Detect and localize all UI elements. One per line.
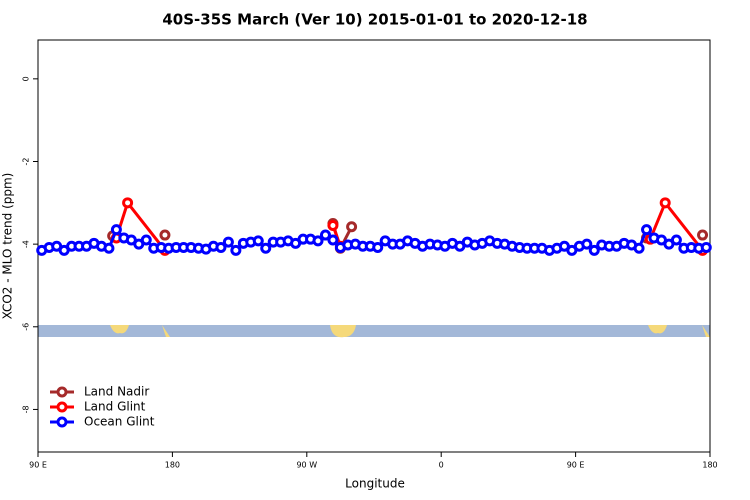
point bbox=[252, 235, 264, 247]
point bbox=[697, 229, 709, 241]
point bbox=[588, 244, 600, 256]
point bbox=[110, 224, 122, 236]
point bbox=[140, 234, 152, 246]
point bbox=[327, 220, 339, 232]
point bbox=[372, 241, 384, 253]
y-axis-label: XCO2 - MLO trend (ppm) bbox=[1, 173, 15, 320]
y-tick-label: -2 bbox=[22, 158, 31, 166]
y-tick-label: -8 bbox=[22, 405, 31, 413]
chart-title: 40S-35S March (Ver 10) 2015-01-01 to 202… bbox=[162, 11, 587, 29]
point bbox=[346, 221, 358, 233]
point bbox=[312, 235, 324, 247]
point bbox=[159, 229, 171, 241]
point bbox=[670, 234, 682, 246]
x-axis-label: Longitude bbox=[345, 477, 405, 491]
x-tick-label: 90 W bbox=[296, 461, 317, 470]
legend-marker bbox=[56, 386, 68, 398]
point bbox=[327, 234, 339, 246]
point bbox=[122, 197, 134, 209]
legend-label: Ocean Glint bbox=[84, 415, 155, 429]
point bbox=[230, 244, 242, 256]
x-tick-label: 90 E bbox=[567, 461, 585, 470]
legend-marker bbox=[56, 401, 68, 413]
point bbox=[222, 236, 234, 248]
point bbox=[641, 224, 653, 236]
x-tick-label: 180 bbox=[165, 461, 180, 470]
y-tick-label: -4 bbox=[22, 240, 31, 248]
point bbox=[700, 241, 712, 253]
x-tick-label: 180 bbox=[702, 461, 717, 470]
point bbox=[319, 229, 331, 241]
point bbox=[581, 238, 593, 250]
point bbox=[659, 197, 671, 209]
point bbox=[215, 241, 227, 253]
y-tick-label: -6 bbox=[22, 323, 31, 331]
land-mask bbox=[38, 325, 710, 338]
point bbox=[103, 242, 115, 254]
x-tick-label: 90 E bbox=[29, 461, 47, 470]
x-tick-label: 0 bbox=[439, 461, 444, 470]
legend-marker bbox=[56, 416, 68, 428]
point bbox=[260, 242, 272, 254]
point bbox=[633, 242, 645, 254]
legend-label: Land Glint bbox=[84, 400, 146, 414]
legend-label: Land Nadir bbox=[84, 385, 149, 399]
y-tick-label: 0 bbox=[22, 76, 31, 81]
